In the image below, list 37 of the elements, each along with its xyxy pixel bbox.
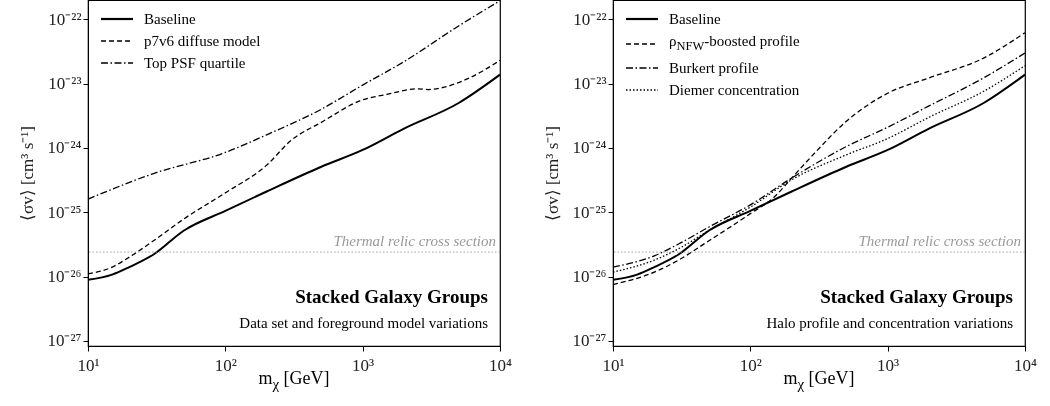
x-axis-title: m$_{χ}$ [GeV] [783,368,855,392]
legend-label: ρ$_{NFW}$-boosted profile [669,32,800,55]
y-tick-label: 10⁻²⁵ [572,202,607,222]
y-tick-label: 10⁻²⁵ [47,202,82,222]
y-tick-label: 10⁻²³ [48,74,82,94]
y-tick-label: 10⁻²⁴ [47,138,82,158]
y-tick-label: 10⁻²³ [573,74,607,94]
x-tick-label: 10² [739,355,762,375]
legend-label: Top PSF quartile [144,54,246,73]
y-tick-label: 10⁻²⁷ [47,331,82,351]
x-axis-title: m$_{χ}$ [GeV] [258,368,330,392]
legend-label: p7v6 diffuse model [144,32,261,51]
y-tick-label: 10⁻²⁴ [572,138,607,158]
legend-label: Baseline [144,10,196,29]
ref-line-label: Thermal relic cross section [333,233,496,250]
legend-label: Baseline [669,10,721,29]
annotation: Stacked Galaxy Groups [820,286,1013,308]
annotation: Halo profile and concentration variations [766,315,1013,332]
x-tick-label: 10³ [352,355,375,375]
y-tick-label: 10⁻²² [48,9,82,29]
x-tick-label: 10¹ [77,355,100,375]
x-tick-label: 10³ [877,355,900,375]
y-tick-label: 10⁻²⁷ [572,331,607,351]
x-tick-label: 10² [214,355,237,375]
annotation: Stacked Galaxy Groups [295,286,488,308]
annotation: Data set and foreground model variations [239,315,488,332]
legend-label: Diemer concentration [669,81,800,100]
y-tick-label: 10⁻²² [573,9,607,29]
y-tick-label: 10⁻²⁶ [572,267,607,287]
ref-line-label: Thermal relic cross section [858,233,1021,250]
y-axis-title: ⟨σv⟩ [cm³ s⁻¹] [543,125,563,222]
y-tick-label: 10⁻²⁶ [47,267,82,287]
y-axis-title: ⟨σv⟩ [cm³ s⁻¹] [18,125,38,222]
x-tick-label: 10¹ [602,355,625,375]
x-tick-label: 10⁴ [489,355,513,375]
legend-label: Burkert profile [669,59,759,78]
x-tick-label: 10⁴ [1014,355,1038,375]
